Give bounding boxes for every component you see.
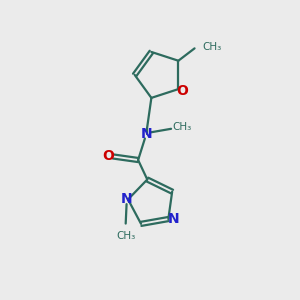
Text: O: O	[176, 84, 188, 98]
Text: N: N	[168, 212, 179, 226]
Text: CH₃: CH₃	[203, 42, 222, 52]
Text: CH₃: CH₃	[172, 122, 192, 132]
Text: N: N	[141, 127, 153, 141]
Text: CH₃: CH₃	[116, 231, 135, 241]
Text: N: N	[121, 192, 132, 206]
Text: O: O	[102, 148, 114, 163]
